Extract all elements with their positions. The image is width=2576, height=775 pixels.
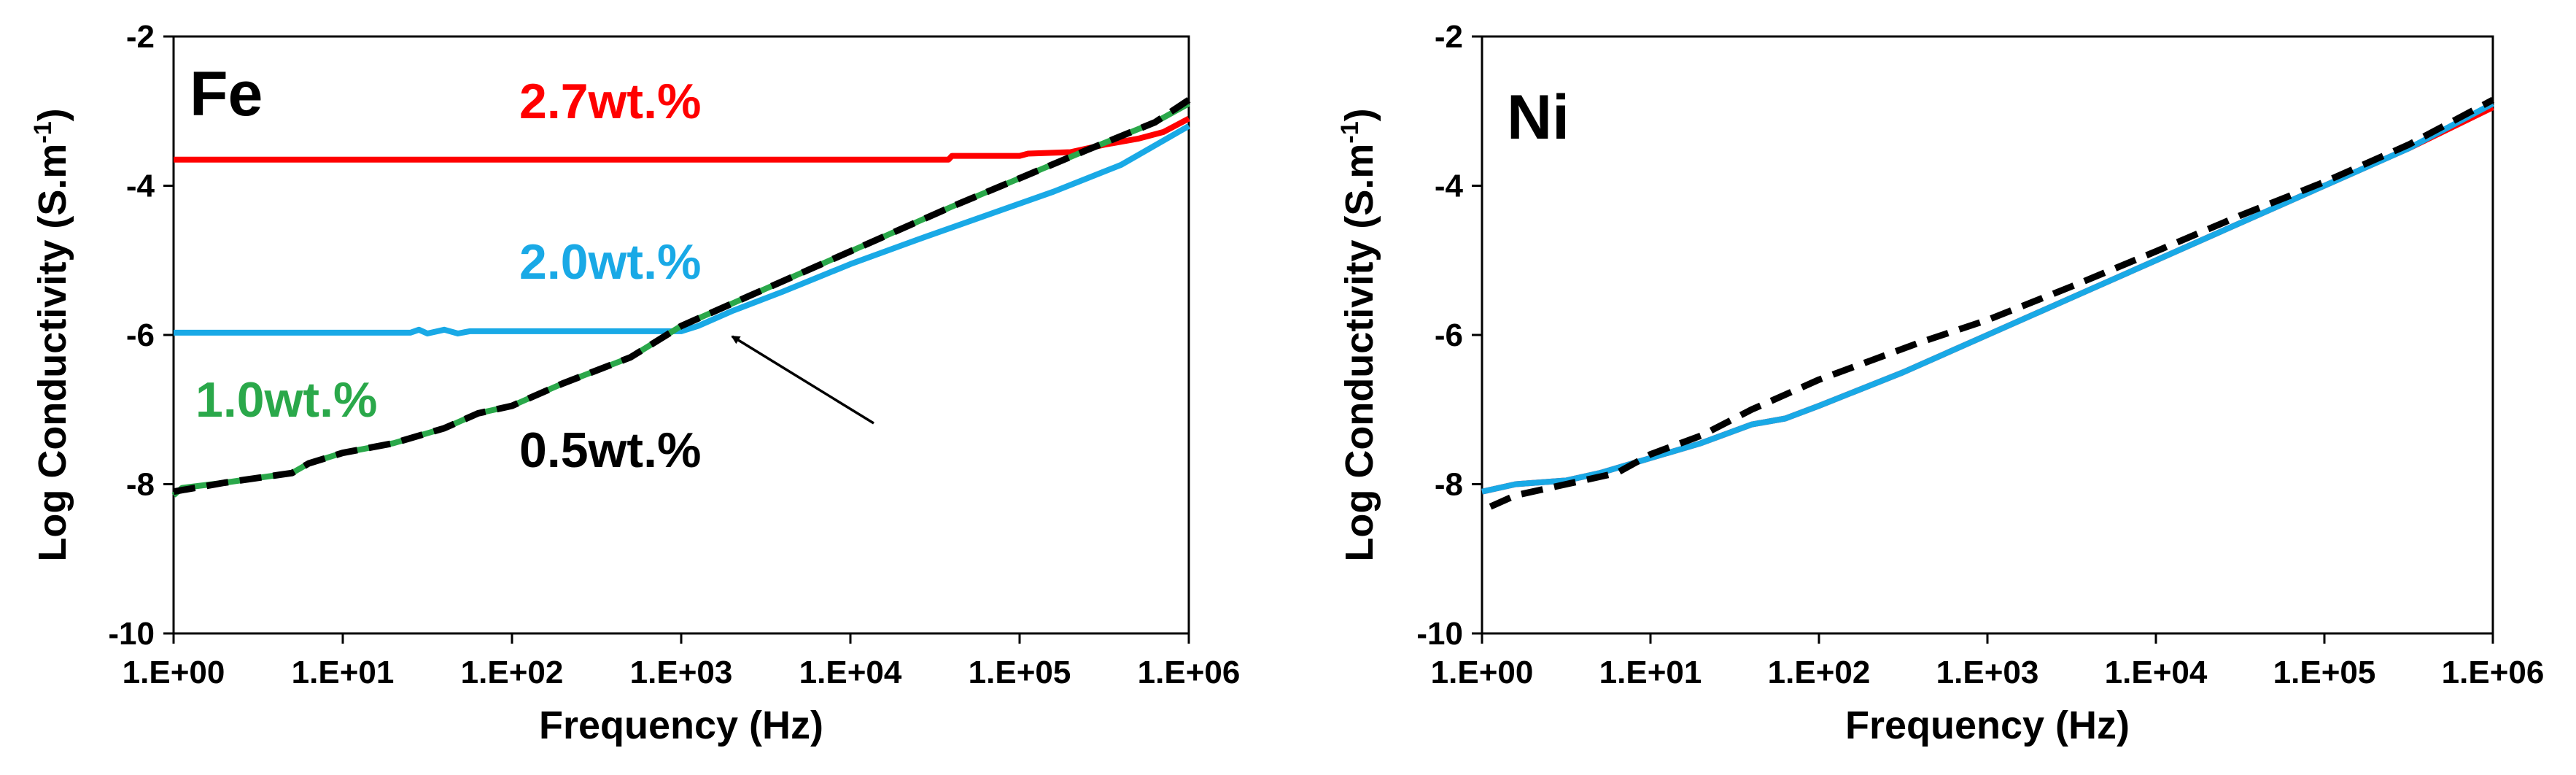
y-tick-label: -2 <box>1435 19 1463 55</box>
x-tick-label: 1.E+06 <box>2442 655 2545 690</box>
series-label-1-0wt: 1.0wt.% <box>195 372 377 428</box>
x-tick-label: 1.E+06 <box>1138 655 1241 690</box>
x-tick-label: 1.E+02 <box>461 655 564 690</box>
y-axis-ticks: -2 -4 -6 -8 -10 <box>108 19 174 652</box>
y-axis-label: Log Conductivity (S.m-1) <box>29 108 74 561</box>
panel-label-ni: Ni <box>1507 82 1570 153</box>
y-tick-label: -6 <box>1435 317 1463 353</box>
y-tick-label: -6 <box>126 317 155 353</box>
series-line-black-dashed <box>1489 96 2495 510</box>
series-line-2-0wt- <box>174 123 1190 336</box>
y-tick-label: -2 <box>126 19 155 55</box>
x-axis-label: Frequency (Hz) <box>539 703 823 747</box>
x-tick-label: 1.E+05 <box>2273 655 2376 690</box>
series-group <box>171 97 1191 498</box>
series-line-0-5wt- <box>173 97 1191 496</box>
x-tick-label: 1.E+01 <box>292 655 395 690</box>
x-tick-label: 1.E+04 <box>799 655 902 690</box>
series-label-2-0wt: 2.0wt.% <box>519 234 701 290</box>
series-label-2-7wt: 2.7wt.% <box>519 74 701 129</box>
y-axis-ticks: -2 -4 -6 -8 -10 <box>1416 19 1482 652</box>
y-tick-label: -4 <box>126 169 155 204</box>
y-tick-label: -10 <box>108 616 155 652</box>
x-tick-label: 1.E+04 <box>2105 655 2208 690</box>
series-line-blue <box>1481 101 2494 495</box>
x-tick-label: 1.E+02 <box>1768 655 1871 690</box>
x-axis-ticks: 1.E+00 1.E+01 1.E+02 1.E+03 1.E+04 1.E+05 1.E+… <box>123 633 1241 690</box>
ni-chart-panel: -2-4-6-8-10 1.E+00 1.E+01 1.E+02 1.E+03 1.E+… <box>1336 19 2544 747</box>
x-axis-ticks: 1.E+00 1.E+01 1.E+02 1.E+03 1.E+04 1.E+05 1.E+… <box>1431 633 2545 690</box>
series-group <box>1481 96 2495 510</box>
series-line-2-7wt- <box>174 115 1190 163</box>
x-tick-label: 1.E+05 <box>969 655 1071 690</box>
x-tick-label: 1.E+03 <box>630 655 733 690</box>
x-tick-label: 1.E+00 <box>1431 655 1534 690</box>
fe-chart-panel: -2-4-6-8-10 1.E+00 1.E+01 1.E+02 1.E+03 1.E+… <box>29 19 1240 747</box>
y-tick-label: -10 <box>1416 616 1463 652</box>
y-tick-label: -8 <box>1435 467 1463 503</box>
x-tick-label: 1.E+01 <box>1599 655 1702 690</box>
series-label-0-5wt: 0.5wt.% <box>519 423 701 478</box>
y-tick-label: -8 <box>126 467 155 503</box>
annotation-arrow <box>731 335 874 425</box>
x-axis-label: Frequency (Hz) <box>1845 703 2130 747</box>
y-axis-label: Log Conductivity (S.m-1) <box>1336 108 1381 561</box>
x-tick-label: 1.E+03 <box>1936 655 2039 690</box>
y-tick-label: -4 <box>1435 169 1464 204</box>
x-tick-label: 1.E+00 <box>123 655 225 690</box>
panel-label-fe: Fe <box>190 59 263 129</box>
